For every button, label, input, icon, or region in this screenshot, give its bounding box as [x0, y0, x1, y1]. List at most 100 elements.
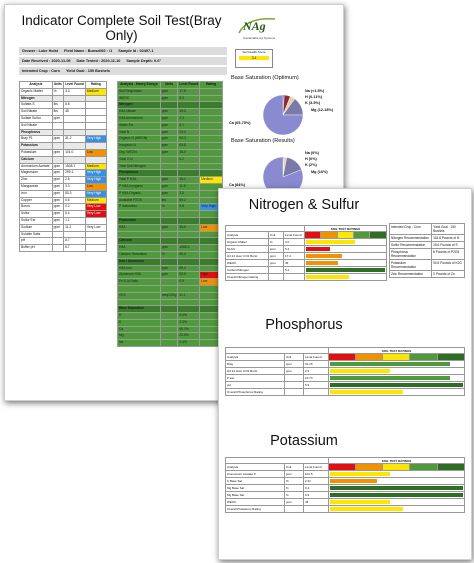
haney-analysis-table: Analysis - Haney Ecosys Units Level Found R…	[117, 81, 223, 348]
analysis-cell: Na	[117, 339, 161, 348]
recommendation-value: 8 Pounds of P2O5	[431, 248, 465, 260]
analysis-cell: Calcium	[19, 155, 53, 164]
table-row: Manganese ppm 3.3 Low	[19, 182, 108, 191]
rating-cell: Very High	[84, 169, 108, 178]
level-cell: 24.4	[177, 128, 201, 137]
table-row	[117, 210, 223, 218]
table-row: Copper ppm 0.6 Medium	[19, 196, 108, 205]
table-row: H3A ppm 35.6 Low	[117, 223, 223, 232]
unit-cell: %	[159, 250, 179, 259]
analysis-cell: Bray	[225, 360, 285, 368]
table-header: Level Found	[63, 81, 86, 89]
level-cell: 2.6	[63, 176, 86, 184]
analysis-header: Analysis	[225, 353, 285, 361]
unit-cell: ppm	[159, 108, 179, 116]
rating-scale-swatch	[409, 463, 438, 471]
rating-cell: Very High	[84, 176, 108, 184]
level-cell: 17.8	[177, 87, 201, 96]
rating-cell: Very Low	[84, 223, 108, 232]
unit-cell: %	[284, 477, 304, 485]
level-cell: 35.6	[177, 223, 201, 232]
recommendations-header: Intended Crop : Corn Yield Goal : 150 Bus…	[388, 223, 465, 235]
analysis-cell: H3 24 Hour CO2 Burst	[225, 252, 269, 260]
date-received: Date Received : 2020-11-05	[22, 59, 71, 63]
table-row: Organic N (WEON) ppm 93.3	[117, 135, 223, 144]
analysis-cell: K	[117, 318, 161, 327]
unit-cell: ppm	[51, 223, 65, 232]
level-cell	[177, 305, 201, 314]
pie-optimum-title: Base Saturation (Optimum)	[231, 75, 299, 81]
level-cell: 0.4%	[177, 339, 201, 348]
unit-cell	[284, 381, 304, 389]
level-cell	[63, 114, 86, 123]
rating-bar-cell	[304, 259, 387, 267]
rating-bar-cell	[328, 470, 465, 478]
table-header: Units	[159, 81, 179, 89]
score-label: Soil Health Score	[242, 50, 266, 54]
table-header: Analysis - Haney Ecosys	[117, 81, 161, 89]
table-row	[117, 284, 223, 293]
table-row: H 0.0%	[117, 312, 223, 320]
level-cell: 6.9	[303, 491, 329, 499]
analysis-cell: Sulfur	[19, 210, 53, 218]
level-cell: 83.3	[63, 189, 86, 198]
rating-row: pH 6.9	[225, 381, 465, 389]
rating-scale-swatch	[327, 463, 357, 471]
analysis-cell: Potassium	[19, 148, 53, 157]
pie-label: Ca (84%)	[229, 183, 246, 187]
rating-bar	[330, 390, 404, 394]
unit-cell	[51, 244, 65, 252]
analysis-cell	[117, 298, 161, 307]
unit-cell: ppm	[268, 252, 284, 260]
unit-cell	[159, 318, 179, 327]
analysis-cell: Potassium	[117, 216, 161, 225]
standard-analysis-table: Analysis Units Level Found Rating Organic M…	[19, 81, 108, 252]
rating-bar	[306, 247, 330, 251]
unit-cell: lbs	[159, 196, 179, 205]
table-row: Calcium	[117, 237, 223, 246]
level-cell	[303, 505, 329, 513]
rating-cell	[199, 135, 223, 144]
analysis-cell: Inorganic N	[117, 142, 161, 150]
table-row: Potassium	[117, 216, 223, 225]
rating-cell: Low	[84, 148, 108, 157]
rating-cell	[199, 101, 223, 110]
analysis-cell: Base Saturation	[117, 305, 161, 314]
level-cell: 3.0	[63, 87, 86, 96]
level-cell	[303, 388, 329, 396]
level-cell: 85.4	[177, 264, 201, 273]
table-row: Zinc ppm 2.6 Very High	[19, 176, 108, 184]
analysis-cell	[117, 230, 161, 239]
pie-slice	[262, 94, 304, 136]
analysis-cell: Phosphorus	[117, 169, 161, 178]
table-row: Phosphorus	[117, 169, 223, 178]
analysis-cell: P H3A Organic	[117, 189, 161, 198]
table-row: Available P2O5 lbs 69.2	[117, 196, 223, 205]
analysis-cell: P Saturation	[117, 203, 161, 212]
table-row: Iron / Aluminum	[117, 257, 223, 266]
unit-cell: ppm	[51, 162, 65, 171]
rating-bar-cell	[304, 273, 387, 281]
analysis-cell: Overall Phosphorus Rating	[225, 388, 285, 396]
analysis-cell: Total P H3A	[117, 176, 161, 184]
level-cell: 8.1	[177, 121, 201, 130]
analysis-cell: H3A Nitrate	[117, 108, 161, 116]
level-cell: 0.9	[177, 278, 201, 286]
level-cell: 65.4	[177, 250, 201, 259]
level-cell	[63, 94, 86, 103]
rating-cell	[199, 148, 223, 157]
unit-cell	[159, 339, 179, 348]
rating-cell	[84, 142, 108, 150]
unit-cell	[159, 162, 179, 171]
analysis-cell: WEOC	[225, 259, 269, 267]
level-cell: 64.8	[177, 142, 201, 150]
pie-results-title: Base Saturation (Results)	[231, 138, 295, 144]
rating-cell	[84, 237, 108, 246]
recommendation-label: Sulfur Recommendation	[388, 241, 433, 249]
analysis-cell: Bray P1	[19, 135, 53, 144]
level-cell: 101.0	[63, 148, 86, 157]
unit-cell	[284, 505, 304, 513]
rating-row: WEOC ppm 45	[225, 498, 465, 506]
unit-cell: ppm	[159, 176, 179, 184]
rating-bar	[330, 383, 463, 387]
